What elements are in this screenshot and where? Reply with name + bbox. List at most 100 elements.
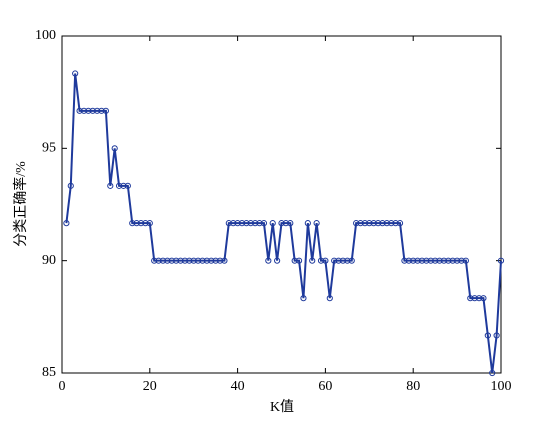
y-tick-label: 95	[42, 141, 56, 156]
data-point	[445, 257, 452, 264]
data-point	[392, 220, 399, 227]
data-point	[260, 220, 268, 227]
x-axis-label: K值	[270, 399, 294, 415]
y-tick-label: 90	[42, 253, 56, 268]
data-point	[102, 107, 110, 114]
plot-frame	[61, 35, 502, 374]
data-point	[243, 220, 250, 227]
data-point	[274, 257, 281, 264]
data-point	[133, 220, 140, 227]
data-point	[168, 257, 175, 264]
data-point	[111, 145, 118, 152]
data-point	[335, 257, 342, 264]
x-tick-label: 60	[318, 379, 332, 394]
data-point	[146, 220, 153, 227]
data-point	[353, 220, 360, 227]
data-point	[467, 295, 474, 302]
data-point	[137, 220, 145, 227]
data-point	[230, 220, 237, 227]
data-point	[374, 220, 382, 227]
data-point	[186, 257, 193, 264]
data-point	[331, 257, 338, 264]
data-point	[484, 332, 491, 339]
data-point	[396, 220, 404, 227]
data-point	[199, 257, 206, 264]
data-point	[423, 257, 430, 264]
data-point	[269, 220, 276, 227]
data-point	[436, 257, 443, 264]
data-point	[462, 257, 469, 264]
x-tick-label: 20	[143, 379, 157, 394]
data-point	[247, 220, 254, 227]
y-tick-label: 100	[35, 28, 56, 43]
data-point	[98, 107, 105, 114]
data-point	[256, 220, 263, 227]
data-point	[238, 220, 246, 227]
data-point	[234, 220, 241, 227]
data-point	[313, 220, 320, 227]
data-point	[212, 257, 219, 264]
data-point	[361, 220, 369, 227]
x-tick-label: 0	[59, 379, 66, 394]
data-point	[216, 257, 224, 264]
data-point	[142, 220, 149, 227]
data-point	[295, 257, 303, 264]
data-point	[80, 107, 88, 114]
data-point	[76, 107, 83, 114]
data-point	[194, 257, 202, 264]
data-point	[124, 182, 131, 189]
y-axis-label: 分类正确率/%	[12, 161, 29, 247]
data-point	[67, 182, 74, 189]
data-point	[89, 107, 96, 114]
data-point	[414, 257, 421, 264]
data-point	[388, 220, 395, 227]
data-point	[291, 257, 298, 264]
data-point	[366, 220, 373, 227]
data-point	[475, 295, 483, 302]
data-point	[344, 257, 351, 264]
data-point	[265, 257, 272, 264]
data-point	[440, 257, 448, 264]
data-point	[287, 220, 294, 227]
data-point	[326, 295, 333, 302]
data-point	[339, 257, 347, 264]
data-point	[159, 257, 167, 264]
data-point	[190, 257, 197, 264]
data-point	[278, 220, 285, 227]
data-point	[252, 220, 259, 227]
data-point	[85, 107, 92, 114]
data-point	[379, 220, 386, 227]
data-point	[471, 295, 478, 302]
data-point	[348, 257, 355, 264]
data-point	[177, 257, 184, 264]
data-point	[317, 257, 325, 264]
data-point	[454, 257, 461, 264]
data-point	[309, 257, 316, 264]
data-point	[300, 295, 307, 302]
data-point	[181, 257, 189, 264]
data-point	[405, 257, 412, 264]
data-point	[115, 182, 123, 189]
data-point	[225, 220, 232, 227]
data-point	[383, 220, 390, 227]
data-point	[63, 220, 70, 227]
data-point	[432, 257, 439, 264]
y-tick-label: 85	[42, 365, 56, 380]
data-point	[282, 220, 289, 227]
data-point	[120, 182, 127, 189]
data-point	[203, 257, 210, 264]
x-tick-label: 80	[406, 379, 420, 394]
data-point	[427, 257, 434, 264]
data-point	[107, 182, 114, 189]
data-point	[497, 257, 505, 264]
data-point	[164, 257, 171, 264]
data-point	[357, 220, 364, 227]
data-point	[129, 220, 136, 227]
data-point	[208, 257, 215, 264]
data-point	[370, 220, 377, 227]
data-point	[72, 70, 79, 77]
data-point	[480, 295, 487, 302]
data-point	[401, 257, 408, 264]
data-point	[173, 257, 180, 264]
